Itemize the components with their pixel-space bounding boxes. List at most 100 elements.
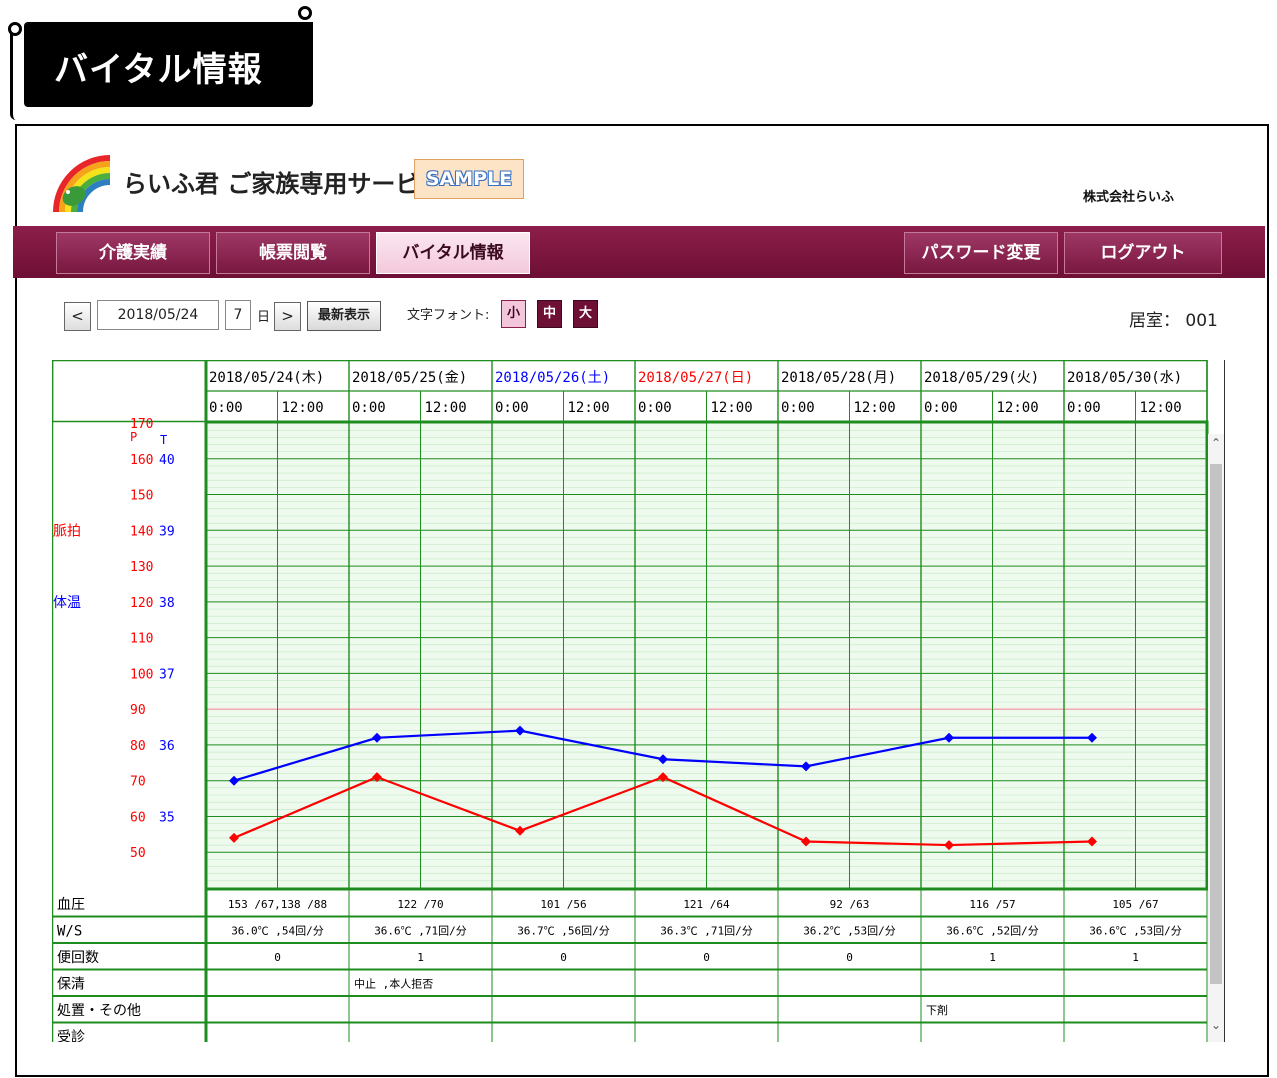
app-title: らいふ君 ご家族専用サービス [123,170,444,198]
table-row-label: 便回数 [57,950,99,966]
pulse-tick-label: 100 [130,667,153,682]
time-label: 12:00 [1140,400,1182,416]
app-frame: らいふ君 ご家族専用サービス SAMPLE 株式会社らいふ 介護実績 帳票閲覧 … [13,124,1269,1077]
date-header: 2018/05/29(火) [924,370,1039,386]
table-row-label: W/S [57,924,82,940]
scroll-down-icon[interactable]: ⌄ [1210,1018,1222,1032]
table-cell: 1 [1132,951,1139,964]
table-cell: 0 [560,951,567,964]
pulse-point [944,840,954,851]
pulse-tick-label: 90 [130,703,146,718]
date-header: 2018/05/27(日) [638,370,753,386]
tab-vital-info[interactable]: バイタル情報 [376,232,530,274]
temp-point [229,775,239,786]
sample-badge: SAMPLE [414,159,524,199]
pulse-tick-label: 130 [130,560,153,575]
time-label: 0:00 [352,400,386,416]
time-label: 0:00 [495,400,529,416]
table-cell: 0 [274,951,281,964]
time-label: 12:00 [854,400,896,416]
next-date-button[interactable]: > [274,302,301,331]
time-label: 12:00 [568,400,610,416]
vital-chart-area: 2018/05/24(木) 0:00 12:00 2018/05/25(金) 0:00 1… [52,360,1224,1042]
table-cell: 36.3℃ ,71回/分 [660,925,753,938]
time-label: 12:00 [425,400,467,416]
scroll-up-icon[interactable]: ⌃ [1210,436,1222,450]
time-label: 0:00 [209,400,243,416]
chevron-left-icon: < [71,307,84,325]
table-cell: 105 /67 [1112,898,1158,911]
temp-point [801,761,811,772]
pulse-point [658,772,668,783]
table-cell: 0 [703,951,710,964]
table-cell: 36.0℃ ,54回/分 [231,925,324,938]
pulse-tick-label: 80 [130,739,146,754]
tab-change-password[interactable]: パスワード変更 [904,232,1058,274]
date-header: 2018/05/24(木) [209,370,324,386]
temp-tick-label: 39 [159,524,175,539]
vertical-scrollbar[interactable]: ⌃ ⌄ [1208,434,1224,1042]
banner-curl-right [298,6,312,20]
font-small-button[interactable]: 小 [501,300,526,328]
pulse-tick-label: 140 [130,524,153,539]
date-header: 2018/05/28(月) [781,370,896,386]
table-cell: 121 /64 [683,898,730,911]
temp-tick-label: 40 [159,453,175,468]
scroll-thumb[interactable] [1210,464,1222,984]
pulse-point [372,772,382,783]
pulse-point [515,825,525,836]
date-header: 2018/05/25(金) [352,370,467,386]
pulse-side-label: 脈拍 [53,523,81,539]
date-input[interactable]: 2018/05/24 [97,300,219,330]
pulse-tick-label: 70 [130,775,146,790]
vital-chart: 2018/05/24(木) 0:00 12:00 2018/05/25(金) 0:00 1… [52,360,1224,1042]
pulse-tick-label: 50 [130,846,146,861]
temp-point [515,725,525,736]
tab-care-records[interactable]: 介護実績 [56,232,210,274]
table-row-label: 血圧 [57,897,85,913]
rainbow-logo-icon [53,155,111,213]
table-cell: 153 /67,138 /88 [228,898,327,911]
room-label: 居室： 001 [1129,311,1218,331]
banner-curl-left [8,22,22,36]
table-cell: 1 [417,951,424,964]
banner-scroll-edge [10,22,20,120]
time-label: 0:00 [924,400,958,416]
table-cell: 36.6℃ ,53回/分 [1089,925,1182,938]
font-medium-button[interactable]: 中 [537,300,562,328]
table-row-label: 処置・その他 [57,1003,141,1019]
pulse-point [801,836,811,847]
temp-point [1087,732,1097,743]
pulse-tick-label: 120 [130,596,153,611]
pulse-axis-header: P [130,430,137,444]
chevron-right-icon: > [281,307,294,325]
banner-title: バイタル情報 [54,50,263,90]
temp-tick-label: 36 [159,739,175,754]
table-cell: 116 /57 [969,898,1015,911]
prev-date-button[interactable]: < [64,302,91,331]
pulse-tick-label: 60 [130,810,146,825]
time-label: 0:00 [638,400,672,416]
table-cell: 122 /70 [397,898,443,911]
date-header: 2018/05/26(土) [495,370,610,386]
refresh-button[interactable]: 最新表示 [307,301,381,331]
main-nav: 介護実績 帳票閲覧 バイタル情報 パスワード変更 ログアウト [13,226,1265,278]
pulse-tick-label: 110 [130,632,153,647]
company-name: 株式会社らいふ [1083,190,1175,205]
temp-point [944,732,954,743]
table-cell: 101 /56 [540,898,586,911]
table-cell: 中止 ,本人拒否 [354,977,433,991]
plot-border [204,420,1209,891]
table-cell: 36.7℃ ,56回/分 [517,925,610,938]
tab-logout[interactable]: ログアウト [1064,232,1222,274]
temp-side-label: 体温 [53,595,81,611]
days-input[interactable]: 7 [225,300,251,330]
temp-tick-label: 35 [159,810,175,825]
tab-report-view[interactable]: 帳票閲覧 [216,232,370,274]
time-label: 0:00 [781,400,815,416]
chart-right-border [1224,360,1225,1042]
pulse-point [229,832,239,843]
pulse-tick-label: 150 [130,489,153,504]
font-large-button[interactable]: 大 [573,300,598,328]
temp-axis-header: T [160,433,167,447]
